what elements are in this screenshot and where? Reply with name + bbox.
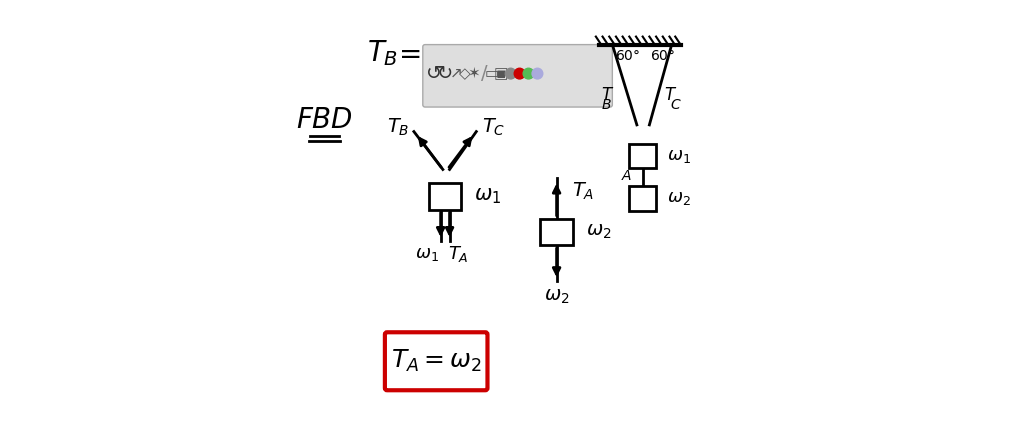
Text: $\omega_1$: $\omega_1$ xyxy=(668,147,691,165)
Bar xyxy=(540,219,573,245)
Text: $T_B$: $T_B$ xyxy=(367,39,398,68)
Text: ↗: ↗ xyxy=(450,66,463,81)
Bar xyxy=(630,186,656,211)
Text: ↺: ↺ xyxy=(426,64,442,83)
Text: $T$: $T$ xyxy=(601,87,614,104)
Text: $60°$: $60°$ xyxy=(650,49,676,63)
Circle shape xyxy=(514,68,525,79)
Circle shape xyxy=(505,68,516,79)
Circle shape xyxy=(532,68,543,79)
Text: $T_C$: $T_C$ xyxy=(481,116,505,138)
Text: $\omega_2$: $\omega_2$ xyxy=(668,190,691,207)
Text: $\omega_2$: $\omega_2$ xyxy=(544,287,569,306)
Text: $T_A = \omega_2$: $T_A = \omega_2$ xyxy=(391,348,481,374)
Circle shape xyxy=(523,68,534,79)
Text: $T_A$: $T_A$ xyxy=(572,181,595,202)
FancyBboxPatch shape xyxy=(423,45,612,107)
Text: $C$: $C$ xyxy=(671,98,682,112)
Text: $=$: $=$ xyxy=(393,40,421,67)
Text: $T_B$: $T_B$ xyxy=(387,116,410,138)
Bar xyxy=(630,144,656,168)
Text: $FBD$: $FBD$ xyxy=(296,107,353,134)
Text: $A$: $A$ xyxy=(622,169,633,183)
Text: /: / xyxy=(480,64,487,83)
Text: ▣: ▣ xyxy=(494,66,508,81)
Text: $\omega_1$: $\omega_1$ xyxy=(416,245,439,263)
Text: $T$: $T$ xyxy=(664,87,677,104)
Text: ▭: ▭ xyxy=(484,66,499,81)
Text: ↻: ↻ xyxy=(437,64,454,83)
Text: $60°$: $60°$ xyxy=(615,49,641,63)
Text: $\omega_2$: $\omega_2$ xyxy=(586,223,611,241)
Text: ✶: ✶ xyxy=(468,66,480,81)
Text: $T_A$: $T_A$ xyxy=(449,244,469,264)
FancyBboxPatch shape xyxy=(385,332,487,390)
Text: $B$: $B$ xyxy=(601,98,612,112)
Text: $\omega_1$: $\omega_1$ xyxy=(474,186,502,206)
Bar xyxy=(429,183,461,210)
Text: ◇: ◇ xyxy=(460,66,471,81)
